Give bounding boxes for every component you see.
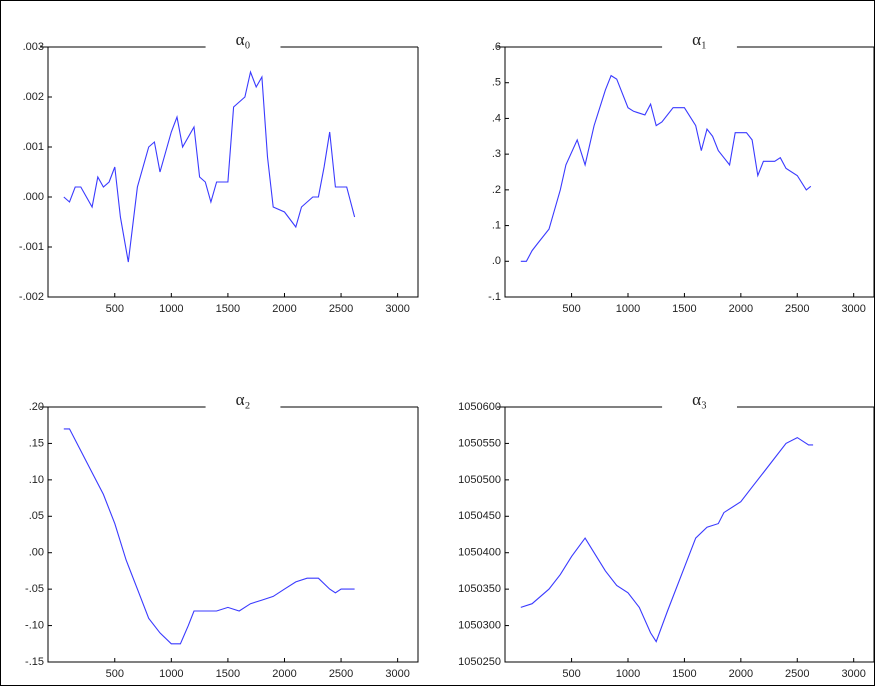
y-tick-label: -.001: [19, 241, 44, 253]
x-tick-label: 500: [106, 668, 124, 680]
y-tick-label: .4: [492, 112, 501, 124]
y-tick-label: 1050400: [458, 547, 501, 559]
x-tick-label: 2500: [785, 668, 809, 680]
y-tick-label: .001: [23, 141, 44, 153]
y-tick-label: .00: [29, 547, 44, 559]
y-tick-label: .10: [29, 474, 44, 486]
data-line: [63, 428, 355, 645]
data-line: [520, 436, 814, 643]
y-tick-label: .002: [23, 91, 44, 103]
y-tick-label: -.05: [25, 583, 44, 595]
x-tick-label: 2000: [272, 668, 296, 680]
x-tick-label: 1000: [159, 668, 183, 680]
x-tick-label: 1500: [216, 303, 240, 315]
axis-frame: [47, 47, 419, 298]
y-tick-label: .0: [492, 255, 501, 267]
y-tick-label: 1050550: [458, 437, 501, 449]
x-tick-label: 2000: [729, 668, 753, 680]
x-tick-label: 3000: [841, 303, 865, 315]
data-line: [63, 70, 356, 263]
y-tick-label: .05: [29, 510, 44, 522]
x-tick-label: 2500: [329, 303, 353, 315]
x-tick-label: 1000: [159, 303, 183, 315]
axis-frame: [504, 47, 875, 298]
y-tick-label: 1050350: [458, 583, 501, 595]
y-tick-label: -.002: [19, 291, 44, 303]
y-tick-label: -.15: [25, 656, 44, 668]
axis-frame: [47, 407, 419, 663]
x-tick-label: 1500: [672, 303, 696, 315]
y-tick-label: .6: [492, 41, 501, 53]
x-tick-label: 2000: [272, 303, 296, 315]
x-tick-label: 2500: [329, 668, 353, 680]
x-tick-label: 1500: [672, 668, 696, 680]
y-tick-label: -.1: [488, 291, 501, 303]
data-line: [520, 74, 812, 262]
x-tick-label: 2500: [785, 303, 809, 315]
y-tick-label: .20: [29, 401, 44, 413]
x-tick-label: 500: [562, 303, 580, 315]
chart-title: α₀: [236, 30, 251, 49]
y-tick-label: 1050500: [458, 474, 501, 486]
x-tick-label: 2000: [729, 303, 753, 315]
y-tick-label: .003: [23, 41, 44, 53]
x-tick-label: 500: [562, 668, 580, 680]
x-tick-label: 1000: [616, 303, 640, 315]
y-tick-label: .1: [492, 219, 501, 231]
y-tick-label: -.10: [25, 619, 44, 631]
x-tick-label: 1500: [216, 668, 240, 680]
y-tick-label: .000: [23, 191, 44, 203]
y-tick-label: .2: [492, 184, 501, 196]
chart-title: α₃: [692, 390, 707, 409]
chart-title: α₁: [692, 30, 707, 49]
y-tick-label: 1050250: [458, 656, 501, 668]
y-tick-label: .3: [492, 148, 501, 160]
x-tick-label: 3000: [385, 668, 409, 680]
chart-title: α₂: [236, 390, 251, 409]
x-tick-label: 1000: [616, 668, 640, 680]
x-tick-label: 3000: [385, 303, 409, 315]
axis-frame: [504, 407, 875, 663]
y-tick-label: 1050450: [458, 510, 501, 522]
y-tick-label: .5: [492, 77, 501, 89]
y-tick-label: 1050600: [458, 401, 501, 413]
y-tick-label: 1050300: [458, 619, 501, 631]
x-tick-label: 3000: [841, 668, 865, 680]
x-tick-label: 500: [106, 303, 124, 315]
y-tick-label: .15: [29, 437, 44, 449]
